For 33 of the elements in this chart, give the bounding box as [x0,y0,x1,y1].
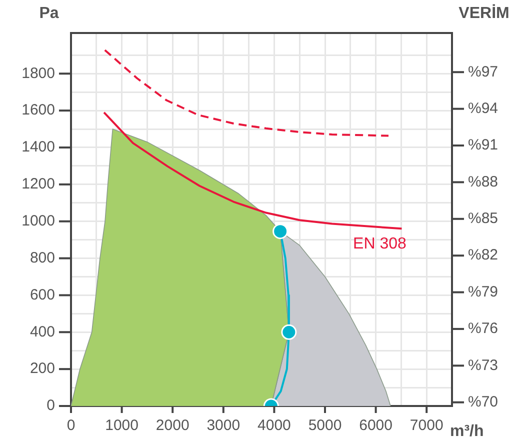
y2-tick-label: %73 [468,356,498,374]
series-label: EN 308 [353,236,406,253]
x-axis-title: m³/h [450,423,484,440]
y2-tick-label: %88 [468,173,498,190]
x-tick-label: 4000 [258,417,291,434]
y-tick-label: 1600 [22,102,55,119]
y2-tick-label: %85 [468,210,498,228]
x-tick-label: 0 [66,417,76,434]
y-tick-label: 200 [30,360,55,378]
y2-tick-label: %91 [468,136,498,154]
y2-tick-label: %97 [468,63,498,80]
line-series [104,49,390,137]
x-tick-label: 6000 [359,417,392,434]
y-tick-label: 400 [30,323,55,340]
x-tick-label: 5000 [308,417,342,434]
y-tick-label: 1800 [22,64,55,82]
y2-tick-label: %76 [468,320,498,338]
y-tick-label: 600 [30,286,55,304]
x-tick-label: 2000 [156,417,190,434]
y2-tick-label: %94 [468,100,498,117]
y-tick-label: 0 [46,397,55,414]
x-tick-label: 1000 [105,417,138,434]
y-axis-title: Pa [39,5,59,22]
x-tick-label: 3000 [206,417,240,434]
y2-tick-label: %70 [468,393,498,410]
y2-tick-label: %79 [468,283,498,300]
x-tick-label: 7000 [410,417,444,434]
y-tick-label: 1200 [22,176,55,193]
y-tick-label: 1000 [22,212,55,230]
y2-axis-title: VERİM [458,4,510,22]
y2-tick-label: %82 [468,246,498,264]
y-tick-label: 1400 [22,138,55,156]
y-tick-label: 800 [30,249,55,266]
